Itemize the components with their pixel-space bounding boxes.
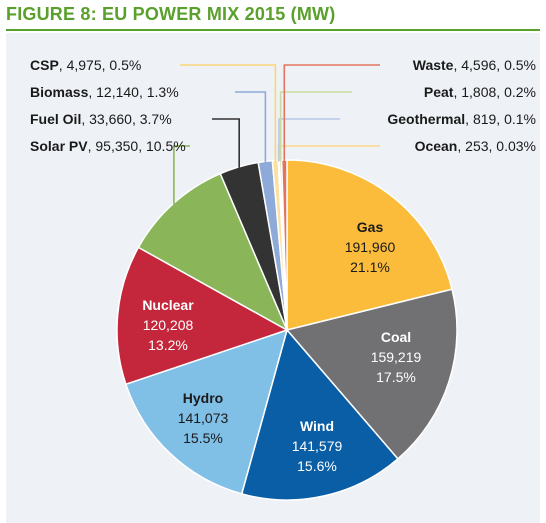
- slice-label-waste-sep2: ,: [496, 57, 504, 73]
- slice-label-geothermal-value: 819: [473, 111, 497, 127]
- slice-label-geothermal: Geothermal, 819, 0.1%: [387, 111, 536, 127]
- pie-slice-coal: [285, 288, 458, 460]
- slice-label-coal-name: Coal: [381, 329, 411, 345]
- slice-label-peat-name: Peat: [424, 84, 454, 100]
- slice-label-biomass-value: 12,140: [96, 84, 139, 100]
- slice-label-csp-sep: ,: [59, 57, 67, 73]
- slice-label-csp-name: CSP: [30, 57, 59, 73]
- slice-label-peat-sep2: ,: [496, 84, 504, 100]
- leader-line-peat: [279, 91, 352, 162]
- pie-slices: [116, 159, 458, 501]
- leader-lines: [173, 64, 380, 205]
- slice-label-gas: Gas 191,960 21.1%: [345, 219, 396, 275]
- slice-label-hydro-percent: 15.5%: [183, 430, 223, 446]
- slice-label-biomass-sep: ,: [88, 84, 96, 100]
- figure-title: FIGURE 8: EU POWER MIX 2015 (MW): [6, 4, 336, 24]
- slice-label-geothermal-sep2: ,: [496, 111, 504, 127]
- slice-label-peat-value: 1,808: [461, 84, 496, 100]
- slice-label-geothermal-percent: 0.1%: [504, 111, 536, 127]
- slice-label-solar-pv-value: 95,350: [95, 138, 138, 154]
- slice-label-hydro-value: 141,073: [178, 410, 229, 426]
- slice-label-coal-percent: 17.5%: [376, 369, 416, 385]
- leader-line-waste: [283, 64, 380, 161]
- slice-label-coal: Coal 159,219 17.5%: [371, 329, 422, 385]
- slice-label-gas-percent: 21.1%: [350, 259, 390, 275]
- slice-label-waste-percent: 0.5%: [504, 57, 536, 73]
- slice-label-nuclear-name: Nuclear: [142, 297, 194, 313]
- slice-label-fuel-oil-sep2: ,: [132, 111, 140, 127]
- slice-label-gas-value: 191,960: [345, 239, 396, 255]
- slice-label-solar-pv-sep2: ,: [138, 138, 146, 154]
- slice-label-fuel-oil: Fuel Oil, 33,660, 3.7%: [30, 111, 172, 127]
- leader-line-geothermal: [278, 118, 340, 162]
- slice-label-peat-percent: 0.2%: [504, 84, 536, 100]
- slice-label-solar-pv: Solar PV, 95,350, 10.5%: [30, 138, 186, 154]
- slice-label-waste: Waste, 4,596, 0.5%: [413, 57, 536, 73]
- slice-labels: Gas 191,960 21.1% Coal 159,219 17.5% Wind 141,5…: [30, 57, 536, 474]
- slice-label-wind-percent: 15.6%: [297, 458, 337, 474]
- slice-label-waste-value: 4,596: [461, 57, 496, 73]
- pie-slice-gas: [286, 159, 453, 331]
- leader-line-fuel-oil: [212, 118, 240, 168]
- slice-label-ocean-percent: 0.03%: [496, 138, 536, 154]
- slice-label-csp: CSP, 4,975, 0.5%: [30, 57, 141, 73]
- slice-label-gas-name: Gas: [357, 219, 384, 235]
- slice-label-nuclear: Nuclear 120,208 13.2%: [142, 297, 194, 353]
- title-divider: [6, 29, 540, 31]
- slice-label-wind-value: 141,579: [292, 438, 343, 454]
- slice-label-nuclear-percent: 13.2%: [148, 337, 188, 353]
- leader-line-ocean: [277, 145, 380, 162]
- leader-line-csp: [180, 64, 277, 162]
- slice-label-biomass: Biomass, 12,140, 1.3%: [30, 84, 179, 100]
- slice-label-geothermal-name: Geothermal: [387, 111, 465, 127]
- slice-label-hydro: Hydro 141,073 15.5%: [178, 390, 229, 446]
- slice-label-csp-value: 4,975: [67, 57, 102, 73]
- leader-line-biomass: [235, 91, 267, 163]
- slice-label-peat-sep: ,: [453, 84, 461, 100]
- slice-label-ocean-name: Ocean: [415, 138, 458, 154]
- slice-label-fuel-oil-sep: ,: [81, 111, 89, 127]
- slice-label-solar-pv-sep: ,: [88, 138, 96, 154]
- slice-label-coal-value: 159,219: [371, 349, 422, 365]
- slice-label-ocean-sep: ,: [457, 138, 465, 154]
- slice-label-fuel-oil-value: 33,660: [89, 111, 132, 127]
- slice-label-biomass-sep2: ,: [139, 84, 147, 100]
- pie-slice-wind: [240, 328, 399, 501]
- slice-label-hydro-name: Hydro: [183, 390, 223, 406]
- slice-label-solar-pv-name: Solar PV: [30, 138, 88, 154]
- slice-label-biomass-percent: 1.3%: [147, 84, 179, 100]
- pie-slice-nuclear: [116, 246, 289, 386]
- slice-label-csp-sep2: ,: [102, 57, 110, 73]
- slice-label-geothermal-sep: ,: [465, 111, 473, 127]
- slice-label-csp-percent: 0.5%: [109, 57, 141, 73]
- slice-label-ocean: Ocean, 253, 0.03%: [415, 138, 536, 154]
- slice-label-solar-pv-percent: 10.5%: [146, 138, 186, 154]
- slice-label-nuclear-value: 120,208: [143, 317, 194, 333]
- slice-label-fuel-oil-name: Fuel Oil: [30, 111, 81, 127]
- slice-label-wind-name: Wind: [300, 418, 334, 434]
- slice-label-ocean-sep2: ,: [489, 138, 497, 154]
- slice-label-waste-sep: ,: [453, 57, 461, 73]
- slice-label-biomass-name: Biomass: [30, 84, 89, 100]
- slice-label-wind: Wind 141,579 15.6%: [292, 418, 343, 474]
- slice-label-ocean-value: 253: [465, 138, 489, 154]
- slice-label-peat: Peat, 1,808, 0.2%: [424, 84, 536, 100]
- leader-line-solar-pv: [173, 145, 190, 205]
- slice-label-fuel-oil-percent: 3.7%: [140, 111, 172, 127]
- slice-label-waste-name: Waste: [413, 57, 454, 73]
